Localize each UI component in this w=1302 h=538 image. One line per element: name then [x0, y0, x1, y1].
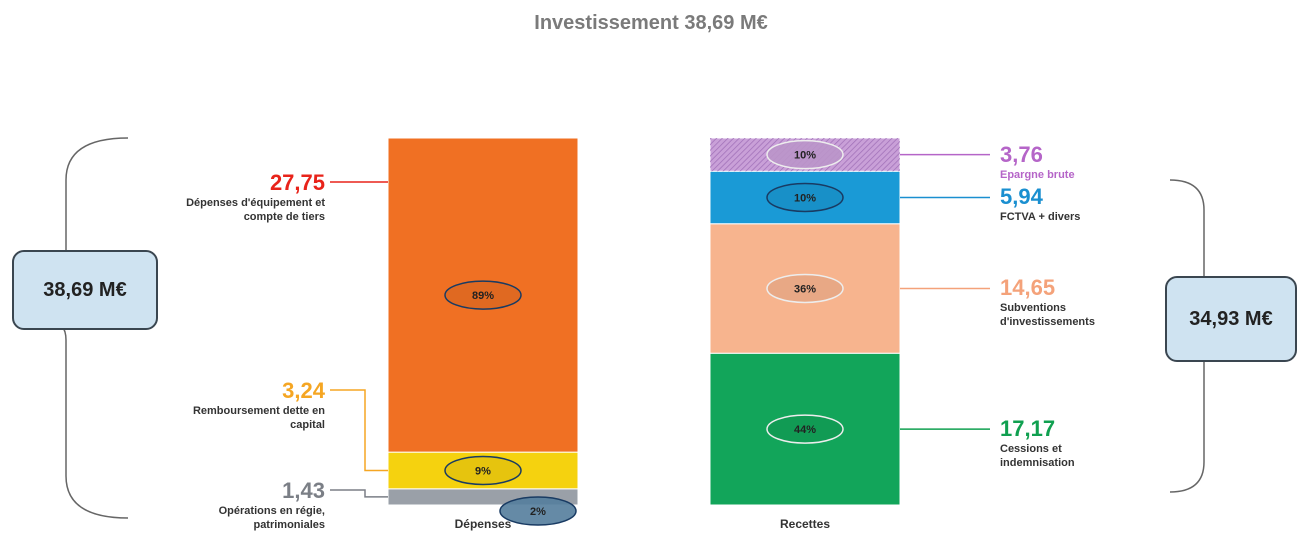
segment-label: 14,65 Subventions d'investissements	[1000, 275, 1210, 329]
chart-title: Investissement 38,69 M€	[534, 12, 768, 34]
total-box: 34,93 M€	[1165, 276, 1297, 362]
share-ellipse	[766, 414, 844, 444]
segment-name: Opérations en régie, patrimoniales	[218, 505, 325, 531]
share-ellipse	[766, 182, 844, 213]
segment-name: Cessions et indemnisation	[1000, 443, 1075, 470]
value-label: 3,24	[282, 378, 325, 403]
segment-name: Dépenses d'équipement et compte de tiers	[186, 197, 325, 223]
segment-label: 5,94 FCTVA + divers	[1000, 184, 1210, 224]
value-label: 1,43	[282, 478, 325, 503]
share-label: 9%	[475, 465, 491, 477]
share-ellipse	[766, 273, 844, 304]
total-box: 38,69 M€	[12, 250, 158, 330]
value-label: 3,76	[1000, 141, 1043, 167]
bar-segment	[387, 137, 579, 453]
segment-label: 1,43 Opérations en régie, patrimoniales	[115, 478, 325, 532]
share-ellipse	[766, 139, 844, 170]
segment-label: 3,24 Remboursement dette en capital	[115, 378, 325, 432]
share-label: 89%	[472, 290, 494, 302]
value-label: 27,75	[269, 170, 325, 195]
share-label: 10%	[794, 150, 816, 162]
category-label: Recettes	[779, 517, 831, 531]
segment-name: Epargne brute	[1000, 168, 1075, 181]
share-ellipse	[444, 455, 522, 486]
segment-label: 27,75 Dépenses d'équipement et compte de …	[115, 170, 325, 224]
share-ellipse	[444, 280, 522, 310]
segment-name: Remboursement dette en capital	[192, 405, 325, 431]
leader-line	[330, 489, 388, 498]
value-label: 5,94	[1000, 184, 1043, 210]
share-label: 36%	[794, 283, 816, 295]
value-label: 17,17	[1000, 416, 1056, 442]
segment-name: FCTVA + divers	[1000, 211, 1081, 224]
segment-name: Subventions d'investissements	[1000, 302, 1095, 329]
share-ellipse	[499, 496, 577, 526]
share-label: 44%	[794, 424, 816, 436]
segment-label: 17,17 Cessions et indemnisation	[1000, 416, 1210, 470]
share-label: 2%	[530, 506, 546, 518]
share-label: 10%	[794, 192, 816, 204]
leader-line	[330, 389, 388, 472]
segment-label: 3,76 Epargne brute	[1000, 142, 1210, 182]
value-label: 14,65	[1000, 275, 1056, 301]
category-label: Dépenses	[454, 517, 512, 531]
